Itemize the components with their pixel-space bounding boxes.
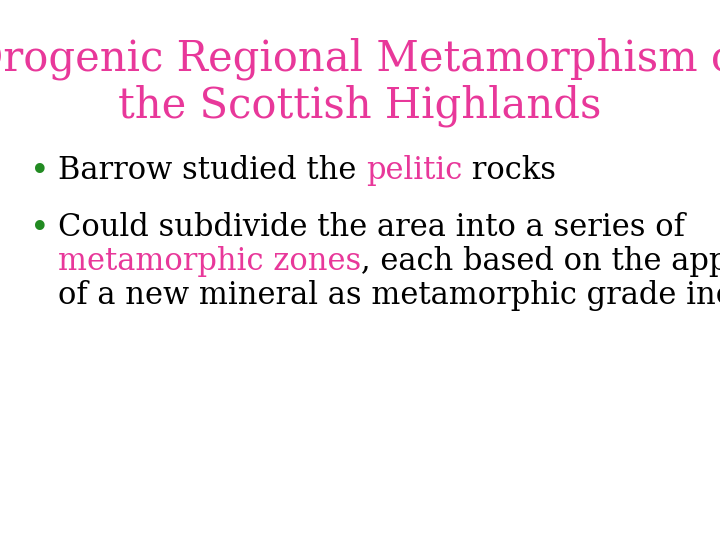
Text: Could subdivide the area into a series of: Could subdivide the area into a series o… [58, 212, 685, 243]
Text: •: • [30, 212, 50, 245]
Text: rocks: rocks [462, 155, 557, 186]
Text: the Scottish Highlands: the Scottish Highlands [118, 84, 602, 127]
Text: , each based on the appearance: , each based on the appearance [361, 246, 720, 278]
Text: •: • [30, 155, 50, 188]
Text: metamorphic zones: metamorphic zones [58, 246, 361, 278]
Text: of a new mineral as metamorphic grade increased: of a new mineral as metamorphic grade in… [58, 280, 720, 312]
Text: pelitic: pelitic [366, 155, 462, 186]
Text: Orogenic Regional Metamorphism of: Orogenic Regional Metamorphism of [0, 38, 720, 80]
Text: Barrow studied the: Barrow studied the [58, 155, 366, 186]
